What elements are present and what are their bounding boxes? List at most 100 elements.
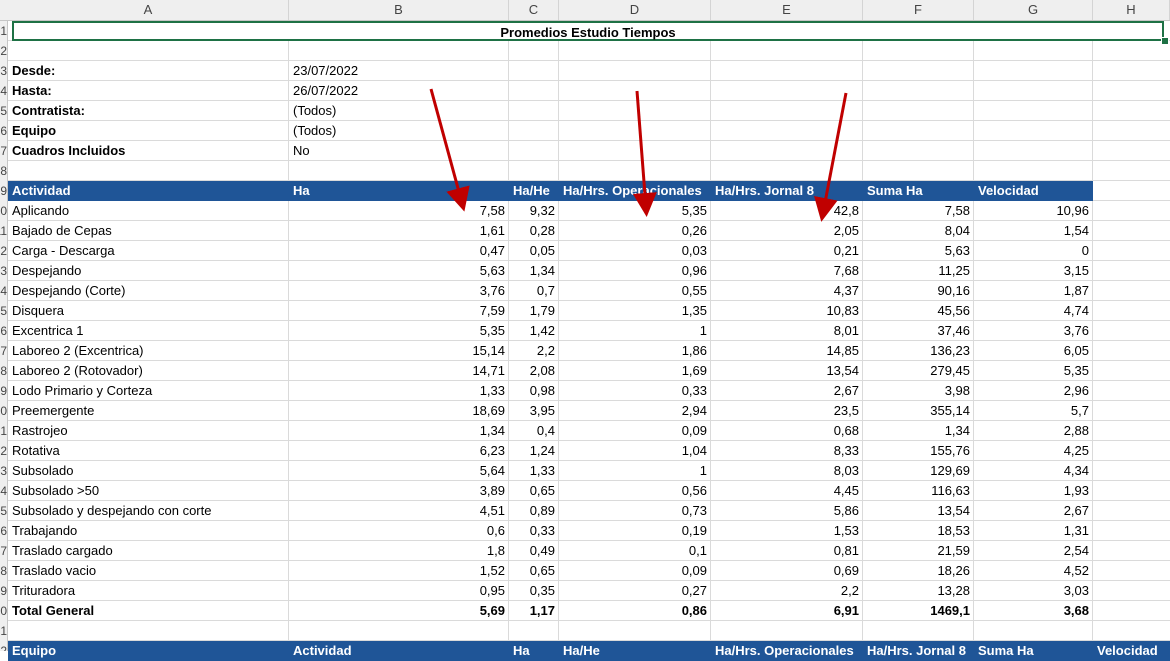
- table-cell-value[interactable]: 1,86: [681, 343, 707, 358]
- row-number[interactable]: 32: [0, 644, 7, 651]
- table-cell-value[interactable]: 14,85: [826, 343, 859, 358]
- table-cell-value[interactable]: 0,96: [681, 263, 707, 278]
- report-title[interactable]: Promedios Estudio Tiempos: [12, 21, 1164, 41]
- table-cell-value[interactable]: 4,74: [1063, 303, 1089, 318]
- row-number[interactable]: 12: [0, 244, 7, 258]
- table-header-cell[interactable]: Ha/He: [513, 183, 550, 198]
- table-cell-activity[interactable]: Subsolado: [12, 463, 74, 478]
- table-cell-value[interactable]: 1,53: [833, 523, 859, 538]
- table-cell-value[interactable]: 0,65: [529, 483, 555, 498]
- table-header-cell[interactable]: Ha/He: [563, 643, 600, 658]
- row-number[interactable]: 19: [0, 384, 7, 398]
- table-cell-value[interactable]: 0,09: [681, 563, 707, 578]
- table-cell-value[interactable]: 2,67: [833, 383, 859, 398]
- table-cell-value[interactable]: 1,34: [529, 263, 555, 278]
- row-number[interactable]: 10: [0, 204, 7, 218]
- filter-value[interactable]: No: [293, 143, 310, 158]
- table-cell-value[interactable]: 0,19: [681, 523, 707, 538]
- filter-value[interactable]: 23/07/2022: [293, 63, 359, 78]
- table-cell-value[interactable]: 1,61: [479, 223, 505, 238]
- table-cell-activity[interactable]: Traslado vacio: [12, 563, 97, 578]
- table-cell-value[interactable]: 13,54: [826, 363, 859, 378]
- row-number[interactable]: 31: [0, 624, 7, 638]
- table-cell-value[interactable]: 7,58: [479, 203, 505, 218]
- table-cell-value[interactable]: 0,95: [479, 583, 505, 598]
- table-cell-value[interactable]: 14,71: [472, 363, 505, 378]
- table-cell-value[interactable]: 0,68: [833, 423, 859, 438]
- table-cell-value[interactable]: 0,55: [681, 283, 707, 298]
- row-number[interactable]: 15: [0, 304, 7, 318]
- table-cell-value[interactable]: 1,87: [1063, 283, 1089, 298]
- table-cell-activity[interactable]: Excentrica 1: [12, 323, 84, 338]
- table-cell-value[interactable]: 7,58: [944, 203, 970, 218]
- total-value[interactable]: 5,69: [479, 603, 505, 618]
- table-cell-value[interactable]: 0,81: [833, 543, 859, 558]
- table-cell-value[interactable]: 2,05: [833, 223, 859, 238]
- table-cell-value[interactable]: 37,46: [937, 323, 970, 338]
- table-cell-activity[interactable]: Subsolado >50: [12, 483, 100, 498]
- table-cell-value[interactable]: 4,51: [479, 503, 505, 518]
- row-number[interactable]: 5: [0, 104, 7, 118]
- table-cell-activity[interactable]: Trabajando: [12, 523, 78, 538]
- row-number[interactable]: 26: [0, 524, 7, 538]
- table-cell-value[interactable]: 8,04: [944, 223, 970, 238]
- table-cell-value[interactable]: 0,98: [529, 383, 555, 398]
- table-cell-value[interactable]: 18,26: [937, 563, 970, 578]
- column-header-a[interactable]: A: [8, 0, 289, 20]
- row-number[interactable]: 4: [0, 84, 7, 98]
- row-number[interactable]: 3: [0, 64, 7, 78]
- row-number[interactable]: 11: [0, 224, 7, 238]
- table-cell-value[interactable]: 3,15: [1063, 263, 1089, 278]
- table-cell-value[interactable]: 42,8: [833, 203, 859, 218]
- table-cell-value[interactable]: 0,28: [529, 223, 555, 238]
- fill-handle[interactable]: [1161, 37, 1169, 45]
- row-number[interactable]: 28: [0, 564, 7, 578]
- table-cell-value[interactable]: 1,04: [681, 443, 707, 458]
- table-cell-value[interactable]: 1,34: [944, 423, 970, 438]
- table-cell-value[interactable]: 5,35: [479, 323, 505, 338]
- row-number[interactable]: 22: [0, 444, 7, 458]
- table-cell-value[interactable]: 5,35: [1063, 363, 1089, 378]
- table-cell-activity[interactable]: Rastrojeo: [12, 423, 68, 438]
- table-cell-value[interactable]: 1,54: [1063, 223, 1089, 238]
- table-cell-value[interactable]: 5,35: [681, 203, 707, 218]
- table-cell-value[interactable]: 0,05: [529, 243, 555, 258]
- table-cell-value[interactable]: 6,05: [1063, 343, 1089, 358]
- table-cell-value[interactable]: 1: [699, 323, 707, 338]
- table-cell-value[interactable]: 5,7: [1070, 403, 1089, 418]
- table-cell-activity[interactable]: Subsolado y despejando con corte: [12, 503, 212, 518]
- table-cell-value[interactable]: 3,95: [529, 403, 555, 418]
- table-cell-activity[interactable]: Carga - Descarga: [12, 243, 115, 258]
- row-number[interactable]: 9: [0, 184, 7, 198]
- column-header-d[interactable]: D: [559, 0, 711, 20]
- table-cell-value[interactable]: 2,96: [1063, 383, 1089, 398]
- table-header-cell[interactable]: Equipo: [12, 643, 57, 658]
- table-cell-value[interactable]: 10,96: [1056, 203, 1089, 218]
- row-number[interactable]: 21: [0, 424, 7, 438]
- table-cell-value[interactable]: 4,34: [1063, 463, 1089, 478]
- row-number[interactable]: 23: [0, 464, 7, 478]
- table-cell-value[interactable]: 15,14: [472, 343, 505, 358]
- table-cell-value[interactable]: 0,03: [681, 243, 707, 258]
- table-cell-value[interactable]: 0,09: [681, 423, 707, 438]
- table-cell-value[interactable]: 1,33: [479, 383, 505, 398]
- table-header-cell[interactable]: Velocidad: [978, 183, 1039, 198]
- table-cell-activity[interactable]: Trituradora: [12, 583, 76, 598]
- total-value[interactable]: 6,91: [833, 603, 859, 618]
- table-cell-value[interactable]: 5,63: [479, 263, 505, 278]
- row-number[interactable]: 8: [0, 164, 7, 178]
- table-cell-value[interactable]: 8,01: [833, 323, 859, 338]
- table-cell-value[interactable]: 155,76: [930, 443, 970, 458]
- table-cell-value[interactable]: 18,53: [937, 523, 970, 538]
- column-header-h[interactable]: H: [1093, 0, 1170, 20]
- total-label[interactable]: Total General: [12, 603, 95, 618]
- column-header-e[interactable]: E: [711, 0, 863, 20]
- table-cell-value[interactable]: 5,63: [944, 243, 970, 258]
- table-cell-value[interactable]: 0,35: [529, 583, 555, 598]
- table-cell-value[interactable]: 0,26: [681, 223, 707, 238]
- table-cell-value[interactable]: 136,23: [930, 343, 970, 358]
- total-value[interactable]: 1469,1: [930, 603, 970, 618]
- row-number[interactable]: 29: [0, 584, 7, 598]
- table-cell-value[interactable]: 4,37: [833, 283, 859, 298]
- table-cell-value[interactable]: 8,33: [833, 443, 859, 458]
